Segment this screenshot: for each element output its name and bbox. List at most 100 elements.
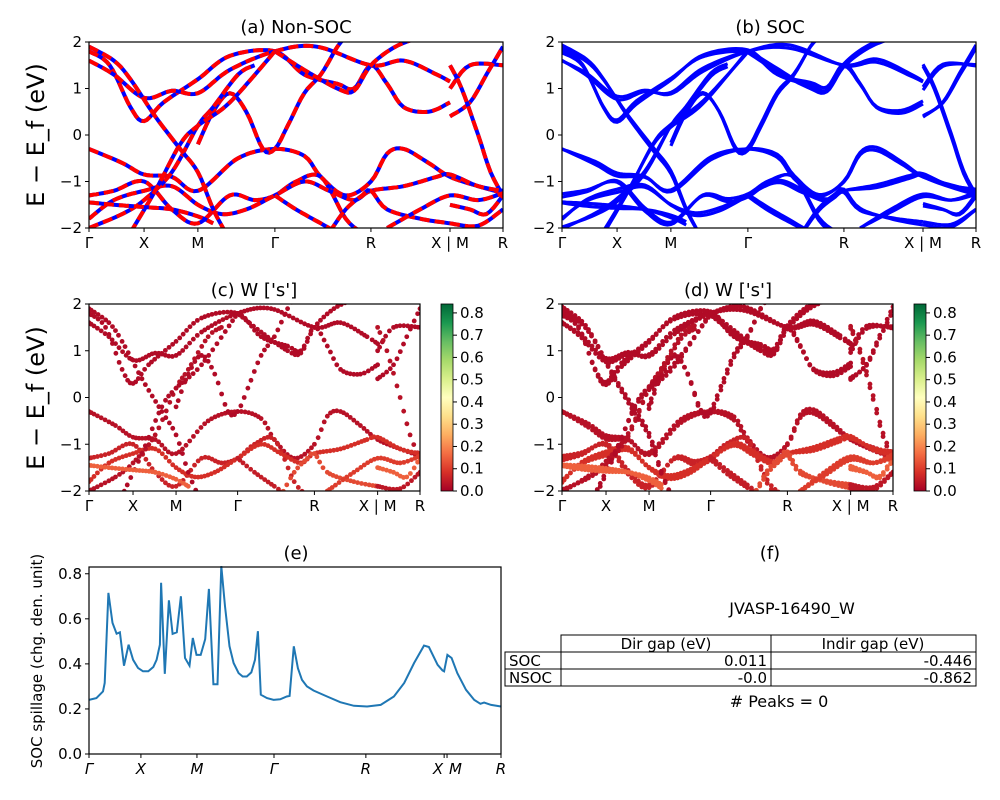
band-point bbox=[365, 368, 371, 374]
band-point bbox=[714, 396, 720, 402]
band-point bbox=[351, 469, 357, 475]
band-point bbox=[291, 479, 297, 485]
band-point bbox=[336, 480, 342, 485]
x-tick-label: Γ bbox=[270, 760, 280, 778]
band-point bbox=[133, 444, 139, 449]
band-point bbox=[738, 336, 744, 341]
y-tick-label: 0 bbox=[545, 126, 555, 144]
panel-c-ylabel: E − E_f (eV) bbox=[22, 326, 50, 470]
band-point bbox=[632, 479, 638, 484]
band-point bbox=[605, 364, 611, 369]
band-point bbox=[589, 464, 595, 470]
colorbar-tick-label: 0.1 bbox=[933, 460, 957, 478]
band-point bbox=[212, 321, 218, 326]
band-point bbox=[397, 323, 403, 329]
band-point bbox=[149, 393, 155, 399]
material-id: JVASP-16490_W bbox=[728, 599, 855, 619]
band-point bbox=[848, 323, 854, 329]
band-point bbox=[662, 480, 668, 486]
band-point bbox=[345, 322, 350, 328]
colorbar-tick-label: 0.1 bbox=[460, 460, 484, 478]
x-tick-label: R bbox=[498, 234, 508, 252]
band-point bbox=[692, 458, 697, 464]
soc-dir-gap: 0.011 bbox=[724, 652, 767, 670]
band-point bbox=[870, 393, 876, 399]
band-point bbox=[741, 429, 747, 435]
band-point bbox=[717, 465, 723, 471]
band-point bbox=[575, 466, 581, 472]
band-point bbox=[99, 314, 105, 320]
colorbar-tick-label: 0.2 bbox=[933, 437, 957, 455]
band-point bbox=[564, 307, 570, 313]
band-point bbox=[850, 346, 856, 352]
band-point bbox=[619, 440, 625, 446]
band-point bbox=[364, 334, 370, 340]
band-point bbox=[748, 306, 754, 312]
band-point bbox=[595, 343, 601, 349]
band-point bbox=[834, 464, 840, 470]
band-point bbox=[649, 442, 655, 448]
band-point bbox=[771, 453, 777, 459]
band-point bbox=[120, 349, 125, 355]
band-point bbox=[180, 348, 186, 353]
colorbar-tick-label: 0.0 bbox=[460, 482, 484, 500]
band-point bbox=[824, 471, 830, 477]
band-point bbox=[349, 298, 354, 303]
x-tick-label: R bbox=[415, 497, 425, 515]
band-point bbox=[817, 414, 823, 420]
band-point bbox=[663, 373, 669, 378]
band-point bbox=[685, 319, 691, 325]
band-point bbox=[612, 377, 618, 383]
band-point bbox=[202, 421, 208, 427]
band-point bbox=[788, 436, 794, 441]
panel-b-plot: −2 −1 0 1 2 Γ X M Γ R X | M R bbox=[533, 33, 981, 252]
band-point bbox=[682, 321, 688, 327]
band-point bbox=[619, 434, 625, 440]
band-point bbox=[867, 355, 873, 361]
band-point bbox=[642, 485, 648, 491]
band-point bbox=[568, 452, 573, 458]
x-tick-label: R bbox=[888, 497, 898, 515]
x-tick-label: X bbox=[612, 234, 622, 252]
band-point bbox=[132, 363, 138, 369]
band-line-dashed bbox=[448, 61, 503, 90]
band-point bbox=[345, 444, 350, 450]
band-point bbox=[692, 390, 698, 396]
band-point bbox=[586, 421, 591, 427]
band-point bbox=[785, 442, 790, 448]
band-point bbox=[324, 413, 330, 419]
band-point bbox=[884, 440, 890, 446]
band-point bbox=[305, 455, 310, 461]
band-point bbox=[316, 325, 321, 331]
band-line-dashed bbox=[448, 64, 503, 197]
band-point bbox=[731, 327, 737, 333]
band-point bbox=[848, 350, 854, 355]
band-point bbox=[238, 409, 244, 414]
band-point bbox=[205, 325, 211, 331]
band-point bbox=[359, 481, 364, 486]
band-line bbox=[747, 42, 881, 94]
band-point bbox=[648, 396, 654, 402]
band-point bbox=[884, 316, 890, 322]
band-line bbox=[669, 42, 817, 154]
band-point bbox=[264, 305, 270, 311]
band-point bbox=[794, 420, 800, 426]
band-point bbox=[351, 417, 357, 423]
band-point bbox=[185, 483, 191, 489]
band-point bbox=[238, 403, 244, 409]
band-point bbox=[295, 485, 301, 490]
band-point bbox=[412, 474, 418, 480]
band-point bbox=[612, 450, 618, 456]
colorbar-tick-label: 0.6 bbox=[460, 348, 484, 366]
band-point bbox=[636, 407, 642, 413]
band-point bbox=[320, 465, 326, 471]
band-point bbox=[625, 447, 631, 453]
band-point bbox=[180, 451, 185, 456]
band-point bbox=[731, 443, 737, 448]
band-point bbox=[659, 376, 665, 382]
x-tick-label: X | M bbox=[904, 234, 942, 252]
band-point bbox=[194, 429, 200, 435]
band-point bbox=[312, 324, 317, 330]
band-point bbox=[106, 478, 112, 484]
band-point bbox=[834, 427, 840, 433]
